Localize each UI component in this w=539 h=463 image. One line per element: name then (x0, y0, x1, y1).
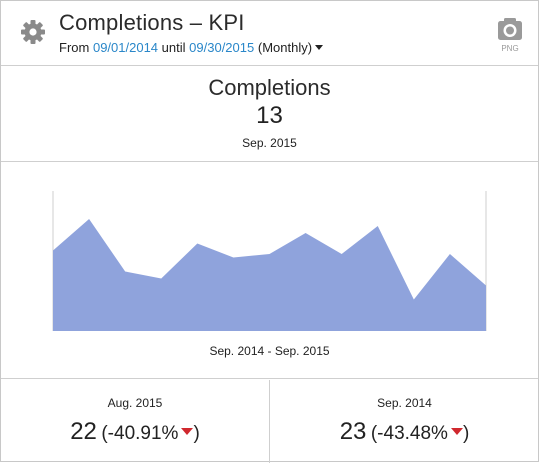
current-period: Sep. 2015 (242, 136, 297, 150)
trend-chart-panel: Sep. 2014 - Sep. 2015 (1, 163, 538, 379)
data-point[interactable] (83, 213, 95, 225)
down-arrow-icon (450, 428, 463, 435)
metric-name: Completions (208, 75, 331, 100)
data-point[interactable] (264, 248, 276, 260)
comparison-change: (-43.48% (370, 423, 448, 444)
comparison-value: 22 (70, 418, 97, 445)
camera-icon (498, 18, 522, 40)
interval-dropdown[interactable]: (Monthly) (257, 40, 324, 55)
start-date-link[interactable]: 09/01/2014 (92, 40, 159, 55)
comparison-period: Sep. 2014 (377, 396, 432, 410)
data-point[interactable] (155, 273, 167, 285)
widget-title: Completions – KPI (59, 10, 245, 35)
comparison-previous-year: Sep. 2014 23 (-43.48%) (271, 380, 538, 463)
comparison-line: 23 (-43.48%) (271, 418, 538, 446)
data-point[interactable] (191, 238, 203, 250)
comparison-value: 23 (339, 418, 367, 445)
data-point[interactable] (408, 294, 420, 306)
from-label: From (59, 40, 90, 55)
comparison-close: ) (193, 423, 200, 444)
export-png-button[interactable]: PNG (495, 17, 525, 57)
chart-range-label: Sep. 2014 - Sep. 2015 (209, 344, 330, 358)
comparison-line: 22 (-40.91%) (1, 418, 269, 446)
data-point[interactable] (480, 280, 492, 292)
comparison-change: (-40.91% (101, 423, 179, 444)
caret-down-icon (315, 45, 324, 50)
data-point[interactable] (227, 252, 239, 264)
comparison-period: Aug. 2015 (107, 396, 163, 410)
data-point[interactable] (372, 220, 384, 232)
comparison-previous-period: Aug. 2015 22 (-40.91%) (1, 380, 270, 463)
trend-chart (47, 191, 492, 331)
completions-area-series (53, 219, 486, 331)
data-point[interactable] (336, 248, 348, 260)
current-value-panel: Completions 13 Sep. 2015 (1, 67, 538, 162)
interval-label: (Monthly) (257, 40, 313, 55)
down-arrow-icon (181, 428, 194, 435)
end-date-link[interactable]: 09/30/2015 (189, 40, 255, 55)
data-point[interactable] (444, 248, 456, 260)
date-range-line: From 09/01/2014 until 09/30/2015 (Monthl… (59, 40, 324, 55)
gear-icon[interactable] (19, 18, 47, 46)
widget-header: Completions – KPI From 09/01/2014 until … (1, 1, 538, 66)
png-label: PNG (501, 44, 519, 53)
data-point[interactable] (47, 245, 59, 257)
data-point[interactable] (119, 266, 131, 278)
comparison-close: ) (462, 423, 470, 444)
data-point[interactable] (300, 227, 312, 239)
until-label: until (161, 40, 186, 55)
current-value: 13 (256, 102, 283, 129)
